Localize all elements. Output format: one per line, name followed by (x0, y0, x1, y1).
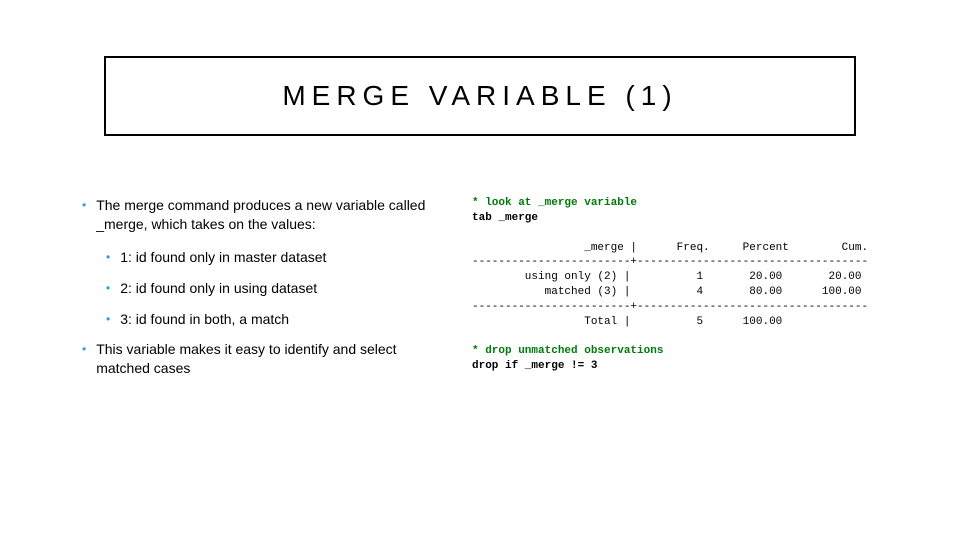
content-left: • The merge command produces a new varia… (82, 196, 434, 392)
table-row: using only (2) | 1 20.00 20.00 (472, 271, 862, 283)
title-box: MERGE VARIABLE (1) (104, 56, 856, 136)
table-row: matched (3) | 4 80.00 100.00 (472, 286, 862, 298)
table-total: Total | 5 100.00 (472, 316, 782, 328)
bullet-text: 3: id found in both, a match (120, 310, 289, 329)
page-title: MERGE VARIABLE (1) (282, 80, 677, 112)
list-item: • The merge command produces a new varia… (82, 196, 434, 234)
table-sep: ------------------------+---------------… (472, 301, 868, 313)
bullet-text: 2: id found only in using dataset (120, 279, 317, 298)
code-output: * look at _merge variable tab _merge _me… (472, 196, 932, 374)
code-comment: * look at _merge variable (472, 197, 637, 209)
list-item: • 2: id found only in using dataset (106, 279, 434, 298)
bullet-icon: • (106, 279, 110, 298)
code-command: tab _merge (472, 212, 538, 224)
code-comment: * drop unmatched observations (472, 345, 663, 357)
bullet-icon: • (82, 196, 86, 234)
bullet-icon: • (106, 310, 110, 329)
list-item: • This variable makes it easy to identif… (82, 340, 434, 378)
bullet-text: This variable makes it easy to identify … (96, 340, 434, 378)
table-header: _merge | Freq. Percent Cum. (472, 242, 868, 254)
list-item: • 3: id found in both, a match (106, 310, 434, 329)
bullet-icon: • (106, 248, 110, 267)
code-command: drop if _merge != 3 (472, 360, 597, 372)
bullet-icon: • (82, 340, 86, 378)
bullet-text: 1: id found only in master dataset (120, 248, 326, 267)
list-item: • 1: id found only in master dataset (106, 248, 434, 267)
slide: MERGE VARIABLE (1) • The merge command p… (0, 0, 960, 540)
bullet-text: The merge command produces a new variabl… (96, 196, 434, 234)
table-sep: ------------------------+---------------… (472, 256, 868, 268)
